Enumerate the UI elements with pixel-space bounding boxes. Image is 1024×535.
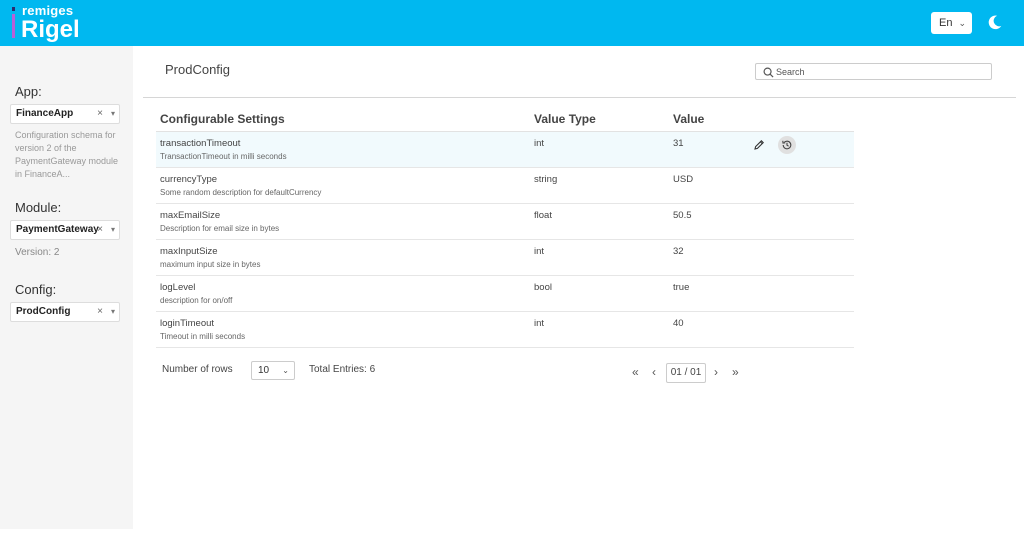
setting-description: Timeout in milli seconds xyxy=(160,332,246,341)
column-header-settings[interactable]: Configurable Settings xyxy=(160,112,285,126)
app-select[interactable]: FinanceApp × ▾ xyxy=(10,104,120,124)
table-header: Configurable Settings Value Type Value xyxy=(156,105,854,132)
setting-type: int xyxy=(534,138,545,149)
table-row[interactable]: loginTimeout Timeout in milli seconds in… xyxy=(156,312,854,348)
top-header: remiges Rigel En ⌄ xyxy=(0,0,1024,46)
brand-title: Rigel xyxy=(21,16,80,43)
setting-value: true xyxy=(673,282,690,293)
moon-icon[interactable] xyxy=(986,14,1003,31)
config-select-value: ProdConfig xyxy=(16,306,71,317)
language-value: En xyxy=(939,17,953,29)
table-row[interactable]: transactionTimeout TransactionTimeout in… xyxy=(156,132,854,168)
setting-description: maximum input size in bytes xyxy=(160,260,261,269)
search-box[interactable] xyxy=(755,63,992,80)
brand-subtitle: remiges xyxy=(22,3,74,18)
chevron-down-icon: ⌄ xyxy=(282,366,289,375)
setting-type: string xyxy=(534,174,558,185)
setting-description: Some random description for defaultCurre… xyxy=(160,188,322,197)
search-input[interactable] xyxy=(776,65,986,78)
divider xyxy=(143,97,1016,98)
history-button[interactable] xyxy=(778,136,796,154)
chevron-down-icon: ▾ xyxy=(110,307,115,316)
module-select[interactable]: PaymentGateway × ▾ xyxy=(10,220,120,240)
setting-name: maxInputSize xyxy=(160,246,218,257)
setting-name: maxEmailSize xyxy=(160,210,221,221)
module-select-value: PaymentGateway xyxy=(16,224,99,235)
setting-value: 32 xyxy=(673,246,684,257)
app-description: Configuration schema for version 2 of th… xyxy=(15,130,119,179)
table-row[interactable]: logLevel description for on/off bool tru… xyxy=(156,276,854,312)
config-label: Config: xyxy=(15,282,57,297)
setting-value: 40 xyxy=(673,318,684,329)
chevron-down-icon: ▾ xyxy=(110,109,115,118)
module-label: Module: xyxy=(15,200,62,215)
first-page-button[interactable]: « xyxy=(632,365,639,379)
rows-per-page-label: Number of rows xyxy=(162,364,233,375)
rows-per-page-select[interactable]: 10 ⌄ xyxy=(251,361,295,380)
brand-logo[interactable]: remiges Rigel xyxy=(12,3,92,43)
language-select[interactable]: En ⌄ xyxy=(931,12,972,34)
pencil-icon[interactable] xyxy=(753,139,765,151)
history-icon xyxy=(782,140,792,150)
total-entries: Total Entries: 6 xyxy=(309,364,376,375)
setting-name: currencyType xyxy=(160,174,218,185)
app-select-value: FinanceApp xyxy=(16,108,74,119)
page-title: ProdConfig xyxy=(165,62,231,77)
setting-description: description for on/off xyxy=(160,296,233,305)
setting-name: transactionTimeout xyxy=(160,138,241,149)
setting-value: 31 xyxy=(673,138,684,149)
last-page-button[interactable]: » xyxy=(732,365,739,379)
setting-value: USD xyxy=(673,174,694,185)
settings-table: Configurable Settings Value Type Value t… xyxy=(156,105,854,348)
setting-type: bool xyxy=(534,282,552,293)
search-icon xyxy=(763,67,774,78)
setting-name: logLevel xyxy=(160,282,196,293)
table-row[interactable]: maxInputSize maximum input size in bytes… xyxy=(156,240,854,276)
table-row[interactable]: maxEmailSize Description for email size … xyxy=(156,204,854,240)
chevron-down-icon: ▾ xyxy=(110,225,115,234)
rows-per-page-value: 10 xyxy=(258,365,270,376)
setting-type: float xyxy=(534,210,552,221)
logo-mark-top xyxy=(12,7,15,11)
setting-value: 50.5 xyxy=(673,210,692,221)
sidebar: App: FinanceApp × ▾ Configuration schema… xyxy=(0,46,133,529)
page-indicator: 01 / 01 xyxy=(666,363,706,383)
setting-description: TransactionTimeout in milli seconds xyxy=(160,152,287,161)
clear-icon[interactable]: × xyxy=(97,306,103,317)
setting-name: loginTimeout xyxy=(160,318,215,329)
clear-icon[interactable]: × xyxy=(97,108,103,119)
table-row[interactable]: currencyType Some random description for… xyxy=(156,168,854,204)
logo-mark-bar xyxy=(12,14,15,38)
setting-type: int xyxy=(534,318,545,329)
clear-icon[interactable]: × xyxy=(97,224,103,235)
setting-type: int xyxy=(534,246,545,257)
column-header-value[interactable]: Value xyxy=(673,112,705,126)
config-select[interactable]: ProdConfig × ▾ xyxy=(10,302,120,322)
app-label: App: xyxy=(15,84,42,99)
prev-page-button[interactable]: ‹ xyxy=(652,365,656,379)
chevron-down-icon: ⌄ xyxy=(958,18,966,28)
next-page-button[interactable]: › xyxy=(714,365,718,379)
column-header-value-type[interactable]: Value Type xyxy=(534,112,596,126)
version-text: Version: 2 xyxy=(15,247,60,258)
setting-description: Description for email size in bytes xyxy=(160,224,280,233)
